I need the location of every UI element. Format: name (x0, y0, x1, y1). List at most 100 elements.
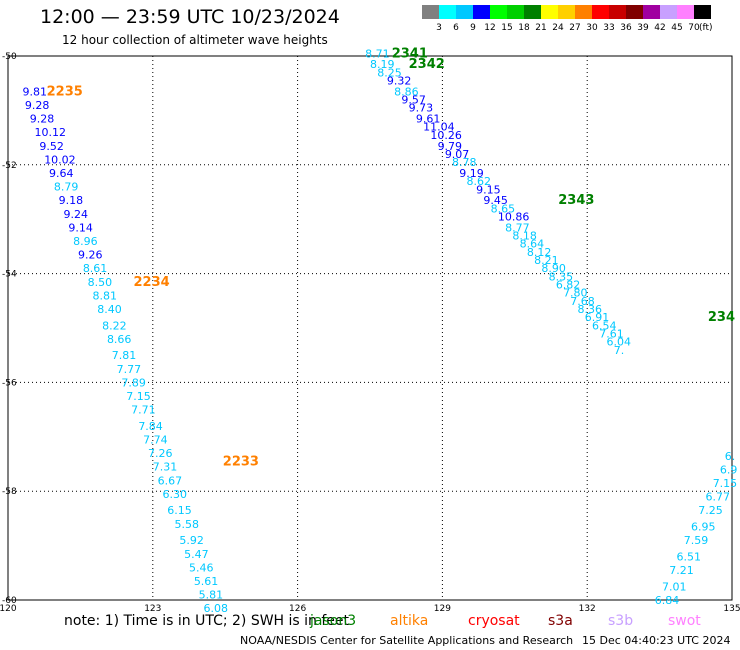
wave-height-value: 5.58 (175, 518, 200, 531)
wave-height-value: 9.07 (445, 148, 470, 161)
wave-height-value: 9.81 (22, 85, 47, 98)
wave-height-value: 9.28 (30, 113, 55, 126)
pass-time-label: 2233 (223, 454, 259, 469)
wave-height-value: 8.40 (97, 303, 122, 316)
wave-height-value: 5.47 (184, 548, 209, 561)
longitude-label: 132 (579, 604, 596, 612)
wave-height-value: 7.71 (131, 404, 156, 417)
page-subtitle: 12 hour collection of altimeter wave hei… (62, 33, 328, 47)
wave-height-value: 6. (725, 450, 736, 463)
wave-height-value: 6.54 (592, 319, 617, 332)
wave-height-value: 6.08 (203, 602, 228, 612)
wave-height-value: 8.86 (394, 85, 419, 98)
color-scale-label: 18 (518, 23, 530, 33)
wave-height-value: 5.92 (179, 534, 204, 547)
pass-time-label: 2234 (133, 275, 169, 290)
wave-height-value: 8.78 (452, 156, 477, 169)
wave-height-value: 7.81 (112, 349, 137, 362)
color-swatch (609, 5, 626, 19)
wave-height-value: 7.01 (662, 580, 687, 593)
wave-height-value: 9.52 (39, 140, 64, 153)
color-scale-label: 27 (569, 23, 581, 33)
wave-height-value: 9.57 (401, 94, 426, 107)
latitude-label: -54 (2, 270, 17, 280)
wave-height-value: 7.77 (117, 363, 142, 376)
satellite-legend-item: jason3 (310, 613, 357, 629)
color-swatch (677, 5, 694, 19)
satellite-legend-item: altika (390, 613, 429, 629)
latitude-label: -58 (2, 487, 17, 497)
color-scale-label: 33 (603, 23, 615, 33)
color-scale-label: 15 (501, 23, 513, 33)
wave-height-value: 8.81 (92, 289, 117, 302)
color-scale-label: 42 (654, 23, 666, 33)
color-swatch (422, 5, 439, 19)
satellite-legend-item: s3a (548, 613, 573, 629)
color-scale-label: 6 (453, 23, 459, 33)
color-swatch (694, 5, 711, 19)
wave-height-value: 10.02 (44, 153, 75, 166)
wave-height-value: 9.14 (68, 221, 93, 234)
wave-height-value: 9.19 (459, 167, 484, 180)
color-swatch (541, 5, 558, 19)
wave-height-value: 8.96 (73, 235, 98, 248)
wave-height-value: 9.15 (476, 183, 501, 196)
wave-height-value: 8.62 (467, 175, 492, 188)
color-swatch (439, 5, 456, 19)
pass-time-label: 2341 (392, 46, 428, 61)
wave-height-value: 6.67 (158, 474, 183, 487)
wave-height-value: 9.45 (483, 194, 508, 207)
wave-height-value: 6.51 (676, 550, 701, 563)
wave-height-value: 6.91 (585, 311, 610, 324)
satellite-legend-item: swot (668, 613, 701, 629)
wave-height-value: 8.71 (365, 47, 390, 60)
wave-height-value: 9.32 (387, 74, 412, 87)
color-swatch (626, 5, 643, 19)
latitude-label: -52 (2, 161, 17, 171)
color-swatch (660, 5, 677, 19)
wave-height-value: 7. (614, 344, 625, 357)
color-scale-label: 3 (436, 23, 442, 33)
wave-height-value: 8.61 (83, 262, 108, 275)
latitude-label: -56 (2, 378, 17, 388)
wave-height-value: 7.59 (684, 534, 709, 547)
wave-height-value: 7.68 (570, 295, 595, 308)
wave-height-value: 7.80 (563, 287, 588, 300)
longitude-label: 129 (434, 604, 451, 612)
wave-height-value: 10.12 (35, 126, 66, 139)
color-scale-label: 12 (484, 23, 496, 33)
wave-height-value: 7.61 (599, 327, 624, 340)
wave-height-value: 9.79 (438, 140, 463, 153)
color-scale-label: 21 (535, 23, 547, 33)
color-swatch (507, 5, 524, 19)
credit-line: NOAA/NESDIS Center for Satellite Applica… (240, 634, 574, 647)
wave-height-value: 6.04 (607, 336, 632, 349)
color-swatch (592, 5, 609, 19)
wave-height-value: 7.15 (713, 477, 738, 490)
wave-height-value: 7.26 (148, 447, 173, 460)
pass-time-label: 2235 (47, 84, 83, 99)
wave-height-value: 7.84 (138, 420, 163, 433)
color-scale-label: 30 (586, 23, 598, 33)
wave-height-value: 8.35 (549, 270, 574, 283)
longitude-label: 120 (0, 604, 17, 612)
color-scale-label: 39 (637, 23, 649, 33)
wave-height-value: 8.21 (534, 254, 559, 267)
color-swatch (575, 5, 592, 19)
wave-height-value: 10.86 (498, 210, 530, 223)
latitude-label: -50 (2, 52, 17, 62)
wave-height-value: 7.89 (121, 376, 146, 389)
color-scale-unit: (ft) (699, 23, 713, 33)
color-swatch (558, 5, 575, 19)
wave-height-value: 8.79 (54, 181, 79, 194)
satellite-legend-item: s3b (608, 613, 634, 629)
pass-time-label: 2342 (409, 57, 445, 72)
wave-height-value: 8.18 (512, 230, 537, 243)
wave-height-value: 8.50 (88, 276, 113, 289)
wave-height-value: 5.81 (199, 589, 224, 602)
wave-height-value: 11.04 (423, 121, 455, 134)
wave-height-value: 7.31 (153, 461, 178, 474)
wave-height-value: 5.46 (189, 561, 214, 574)
page-title: 12:00 — 23:59 UTC 10/23/2024 (40, 6, 340, 28)
